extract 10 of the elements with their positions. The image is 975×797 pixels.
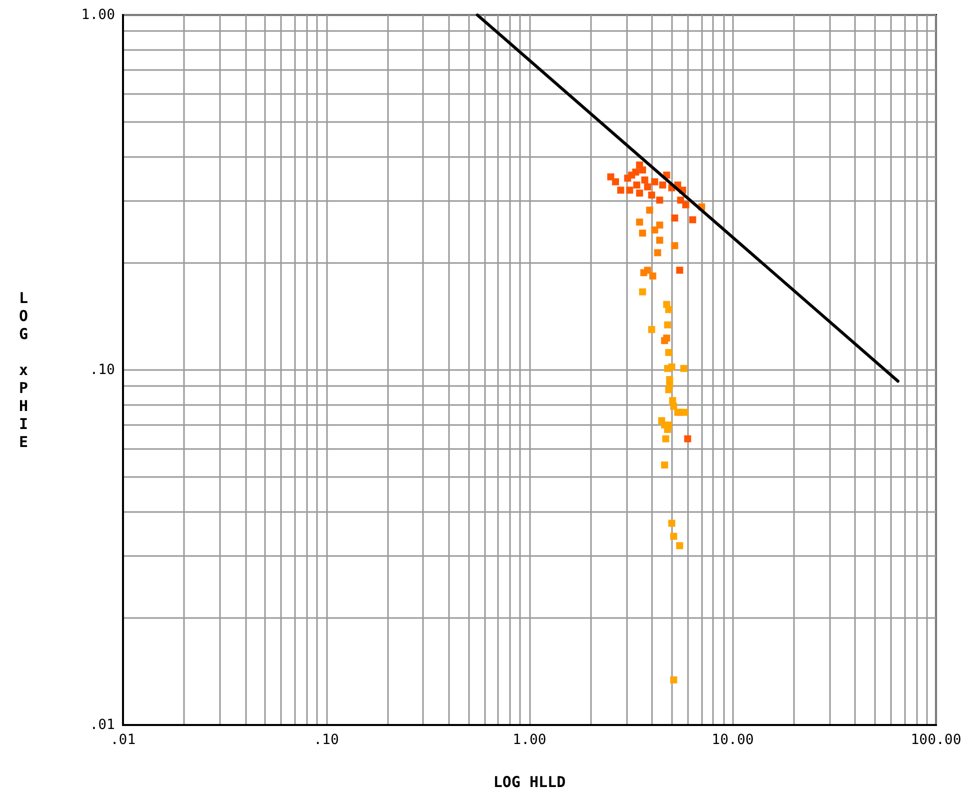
x-tick-label: .01	[110, 732, 136, 748]
x-tick-label: 100.00	[910, 732, 962, 748]
text: LOG xPHIE	[18, 289, 28, 451]
x-tick-label: .10	[314, 732, 339, 748]
x-axis-title: LOG HLLD	[493, 773, 566, 791]
x-tick-label: 10.00	[712, 732, 754, 748]
x-tick-label: 1.00	[512, 732, 546, 748]
y-tick-label: .10	[90, 362, 115, 378]
y-tick-label: .01	[90, 717, 115, 733]
y-tick-label: 1.00	[81, 7, 115, 23]
